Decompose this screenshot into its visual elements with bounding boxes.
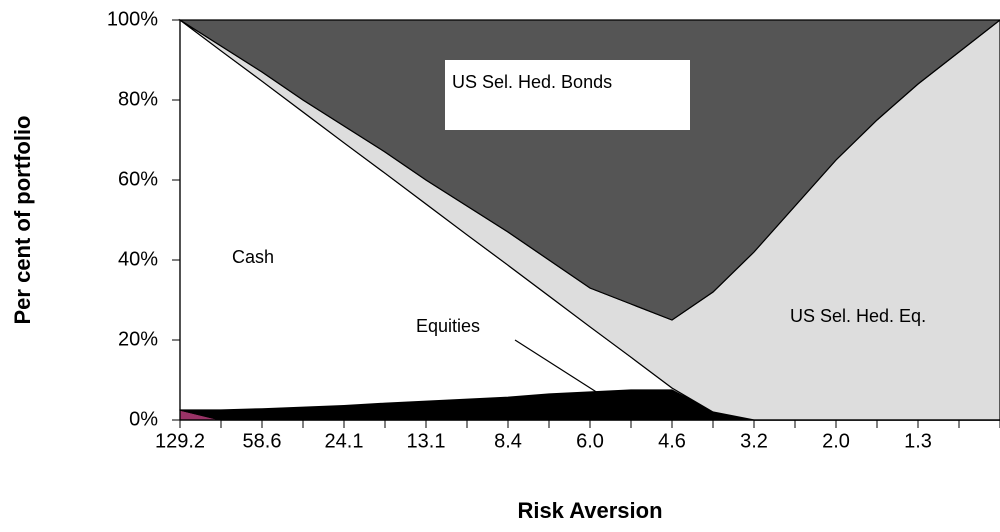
leader-line [514,339,599,394]
y-axis-title: Per cent of portfolio [10,116,35,325]
x-tick-label: 8.4 [494,430,522,452]
y-tick-label: 100% [107,8,158,30]
y-tick-label: 40% [118,248,158,270]
annotation: US Sel. Hed. Eq. [790,306,926,326]
x-tick-label: 2.0 [822,430,850,452]
x-axis-title: Risk Aversion [517,498,662,523]
annotation: Equities [416,316,480,336]
x-tick-label: 4.6 [658,430,686,452]
y-tick-label: 60% [118,168,158,190]
x-tick-label: 129.2 [155,430,205,452]
x-tick-label: 58.6 [243,430,282,452]
annotation-box [445,60,690,130]
annotation: Cash [232,247,274,267]
y-tick-label: 20% [118,328,158,350]
y-tick-label: 0% [129,408,158,430]
area [177,19,1000,321]
y-tick-label: 80% [118,88,158,110]
x-tick-label: 24.1 [325,430,364,452]
x-tick-label: 13.1 [407,430,446,452]
x-tick-label: 3.2 [740,430,768,452]
x-tick-label: 6.0 [576,430,604,452]
annotation: US Sel. Hed. Bonds [452,72,612,92]
x-tick-label: 1.3 [904,430,932,452]
